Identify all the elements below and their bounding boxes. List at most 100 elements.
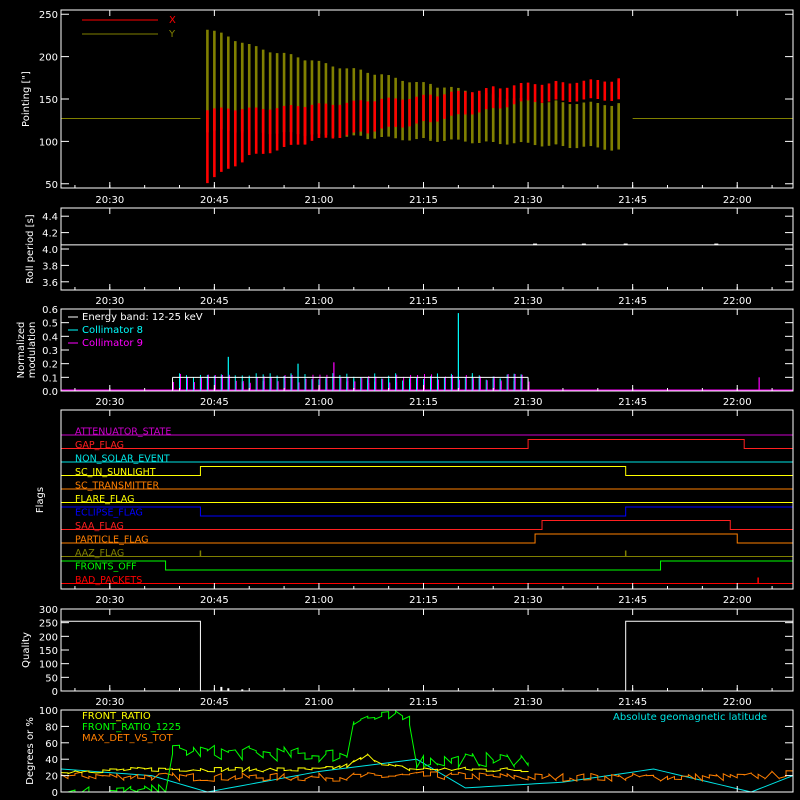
flag-label: SC_IN_SUNLIGHT xyxy=(75,467,156,478)
y-tick-label: 0.0 xyxy=(42,387,58,398)
y-tick-label: 50 xyxy=(45,180,58,191)
x-tick-label: 21:30 xyxy=(514,195,543,206)
x-tick-label: 20:30 xyxy=(95,595,124,606)
roll-panel: 3.6 3.8 4.0 4.2 4.4 20:30 20:45 21:00 21:15 21:3… xyxy=(25,207,794,307)
flag-label: FLARE_FLAG xyxy=(75,494,135,505)
modulation-ylabel-line2: modulation xyxy=(27,322,38,379)
ratios-series-line xyxy=(61,710,529,794)
flag-label: NON_SOLAR_EVENT xyxy=(75,454,170,465)
y-tick-label: 100 xyxy=(39,660,58,671)
flags-ylabel: Flags xyxy=(35,487,46,513)
flag-label: PARTICLE_FLAG xyxy=(75,535,148,546)
x-tick-label: 21:15 xyxy=(409,296,438,307)
y-tick-label: 3.8 xyxy=(42,261,58,272)
x-tick-label: 21:15 xyxy=(409,697,438,708)
modulation-plot-area xyxy=(61,313,793,391)
flags-panel: ATTENUATOR_STATE GAP_FLAG NON_SOLAR_EVENT S… xyxy=(35,409,794,606)
flag-trace xyxy=(61,520,793,530)
roll-y-ticks: 3.6 3.8 4.0 4.2 4.4 xyxy=(42,212,793,289)
legend-label-x: X xyxy=(169,15,176,26)
pointing-y-ticks: 50 100 150 200 250 xyxy=(39,10,793,191)
y-tick-label: 20 xyxy=(45,772,58,783)
legend-label-energy: Energy band: 12-25 keV xyxy=(82,312,203,323)
y-tick-label: 0.3 xyxy=(42,346,58,357)
y-tick-label: 0.4 xyxy=(42,332,58,343)
y-tick-label: 0.1 xyxy=(42,373,58,384)
x-tick-label: 21:15 xyxy=(409,595,438,606)
modulation-x-ticks: 20:30 20:45 21:00 21:15 21:30 21:45 22:00 xyxy=(74,309,773,408)
roll-x-ticks: 20:30 20:45 21:00 21:15 21:30 21:45 22:00 xyxy=(74,208,773,307)
flag-trace xyxy=(61,560,793,571)
y-tick-label: 100 xyxy=(39,137,58,148)
y-tick-label: 3.6 xyxy=(42,278,58,289)
roll-ylabel: Roll period [s] xyxy=(25,214,36,283)
x-tick-label: 21:30 xyxy=(514,296,543,307)
legend-label-front-ratio: FRONT_RATIO xyxy=(82,711,151,722)
x-tick-label: 20:45 xyxy=(200,595,229,606)
x-tick-label: 22:00 xyxy=(723,296,752,307)
flag-label: AAZ_FLAG xyxy=(75,548,124,559)
ratios-plot-area xyxy=(60,710,794,794)
y-tick-label: 40 xyxy=(45,755,58,766)
x-tick-label: 21:30 xyxy=(514,397,543,408)
y-tick-label: 0.5 xyxy=(42,319,58,330)
roll-plot-area xyxy=(61,243,793,246)
x-tick-label: 20:45 xyxy=(200,296,229,307)
y-tick-label: 100 xyxy=(39,706,58,717)
x-tick-label: 21:15 xyxy=(409,397,438,408)
ratios-series-line xyxy=(60,770,794,783)
x-tick-label: 21:30 xyxy=(514,697,543,708)
flag-trace xyxy=(61,533,793,544)
x-tick-label: 21:45 xyxy=(618,195,647,206)
modulation-panel: 0.0 0.1 0.2 0.3 0.4 0.5 0.6 20:30 20:45 21:00 21:… xyxy=(16,305,794,408)
x-tick-label: 22:00 xyxy=(723,195,752,206)
x-tick-label: 20:45 xyxy=(200,397,229,408)
pointing-x-ticks: 20:30 20:45 21:00 21:15 21:30 21:45 22:00 xyxy=(74,10,773,206)
flag-label: ATTENUATOR_STATE xyxy=(75,427,171,438)
ratios-panel: 0 20 40 60 80 100 Degrees or % FRONT_RATIO FR… xyxy=(25,706,794,799)
flag-label: BAD_PACKETS xyxy=(75,575,142,586)
legend-label-y: Y xyxy=(168,29,176,40)
ratios-series-line xyxy=(60,753,529,775)
ratios-legend: FRONT_RATIO FRONT_RATIO_1225 MAX_DET_VS_… xyxy=(82,711,767,744)
flag-label: SC_TRANSMITTER xyxy=(75,481,160,492)
y-tick-label: 0.2 xyxy=(42,360,58,371)
legend-label-collimator-9: Collimator 9 xyxy=(82,338,143,349)
x-tick-label: 21:30 xyxy=(514,595,543,606)
pointing-legend: X Y xyxy=(82,15,176,40)
y-tick-label: 200 xyxy=(39,632,58,643)
flag-label: ECLIPSE_FLAG xyxy=(75,508,143,519)
x-tick-label: 20:30 xyxy=(95,697,124,708)
x-tick-label: 20:45 xyxy=(200,195,229,206)
y-tick-label: 150 xyxy=(39,646,58,657)
legend-label-collimator-8: Collimator 8 xyxy=(82,325,143,336)
y-tick-label: 4.0 xyxy=(42,245,58,256)
y-tick-label: 50 xyxy=(45,673,58,684)
y-tick-label: 200 xyxy=(39,53,58,64)
y-tick-label: 150 xyxy=(39,95,58,106)
flag-label: FRONTS_OFF xyxy=(75,562,137,573)
y-tick-label: 4.4 xyxy=(42,212,58,223)
y-tick-label: 0 xyxy=(52,687,58,698)
x-tick-label: 21:15 xyxy=(409,195,438,206)
y-tick-label: 80 xyxy=(45,722,58,733)
x-tick-label: 21:45 xyxy=(618,296,647,307)
x-tick-label: 20:30 xyxy=(95,195,124,206)
pointing-ylabel: Pointing ["] xyxy=(21,71,32,127)
flags-frame xyxy=(60,409,794,590)
legend-label-max-det: MAX_DET_VS_TOT xyxy=(82,733,174,744)
y-tick-label: 4.2 xyxy=(42,229,58,240)
x-tick-label: 21:00 xyxy=(305,595,334,606)
x-tick-label: 21:45 xyxy=(618,697,647,708)
x-tick-label: 22:00 xyxy=(723,397,752,408)
flag-label: SAA_FLAG xyxy=(75,521,124,532)
flag-label: GAP_FLAG xyxy=(75,440,124,451)
y-tick-label: 300 xyxy=(39,605,58,616)
x-tick-label: 21:00 xyxy=(305,195,334,206)
y-tick-label: 0.6 xyxy=(42,305,58,316)
modulation-legend: Energy band: 12-25 keV Collimator 8 Coll… xyxy=(68,312,203,349)
y-tick-label: 0 xyxy=(52,788,58,799)
x-tick-label: 22:00 xyxy=(723,595,752,606)
